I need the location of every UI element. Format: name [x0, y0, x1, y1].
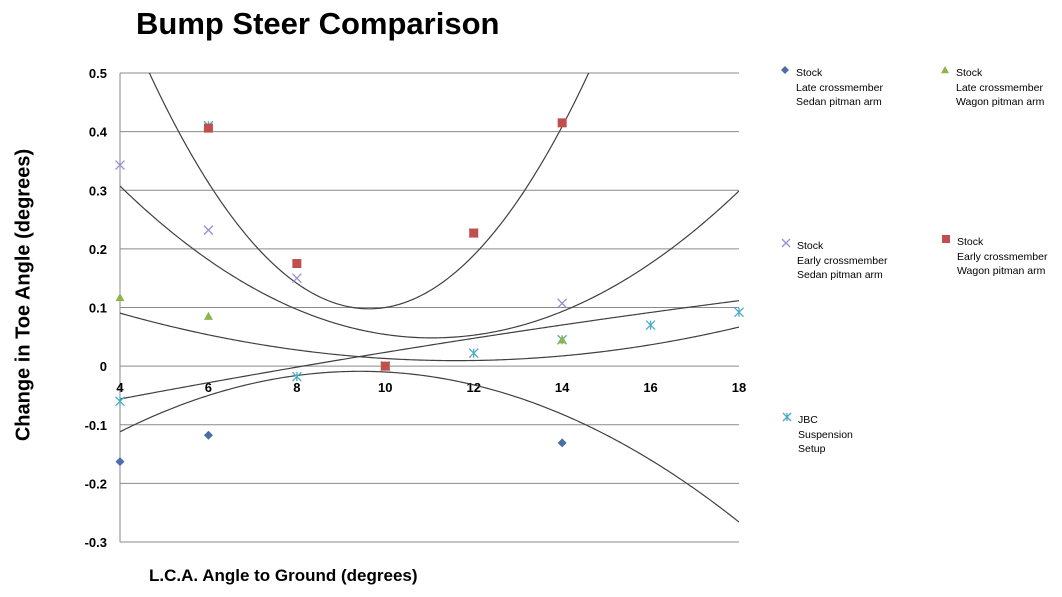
legend-line: Late crossmember	[956, 81, 1043, 94]
legend-line: Late crossmember	[796, 81, 883, 94]
y-tick-label: 0.5	[89, 66, 107, 81]
data-point	[115, 293, 125, 302]
trendline	[120, 185, 739, 339]
legend-entry-late-sedan: Stock Late crossmember Sedan pitman arm	[781, 66, 883, 110]
legend-marker-shape	[942, 235, 950, 243]
legend-line: Sedan pitman arm	[796, 96, 882, 108]
legend-marker-shape	[941, 66, 949, 74]
legend-entry-late-wagon: Stock Late crossmember Wagon pitman arm	[941, 66, 1045, 110]
legend-marker-shape	[782, 412, 792, 422]
data-point	[115, 457, 125, 467]
data-point	[557, 438, 567, 448]
data-point	[380, 361, 390, 371]
x-tick-label: 14	[555, 380, 570, 395]
x-tick-label: 6	[205, 380, 212, 395]
legend-line: Wagon pitman arm	[957, 265, 1046, 277]
x-tick-label: 8	[293, 380, 300, 395]
y-tick-label: 0.4	[89, 125, 108, 140]
legend-triangle-marker	[941, 66, 949, 74]
x-tick-label: 18	[732, 380, 746, 395]
chart-title: Bump Steer Comparison	[136, 6, 500, 41]
legend-line: Sedan pitman arm	[797, 269, 883, 281]
legend-line: Early crossmember	[957, 250, 1048, 263]
data-point	[292, 259, 302, 269]
legend-line: Early crossmember	[797, 254, 888, 267]
legend-square-marker	[942, 235, 950, 243]
legend-line: Stock	[797, 240, 824, 252]
y-tick-label: 0.2	[89, 242, 107, 257]
legend-line: Stock	[956, 67, 983, 79]
data-point	[203, 311, 213, 320]
y-tick-label: -0.1	[85, 418, 107, 433]
data-point	[291, 371, 302, 382]
legend-entry-jbc: JBC Suspension Setup	[782, 412, 853, 457]
y-tick-label: -0.3	[85, 535, 107, 550]
data-point	[734, 307, 744, 318]
legend-line: Wagon pitman arm	[956, 96, 1045, 108]
legend-line: JBC	[798, 414, 818, 426]
y-tick-label: -0.2	[85, 476, 107, 491]
legend-line: Stock	[796, 67, 823, 79]
legend-line: Setup	[798, 443, 826, 455]
legend-entry-early-sedan: Stock Early crossmember Sedan pitman arm	[781, 238, 888, 283]
x-tick-label: 12	[466, 380, 480, 395]
legend-line: Stock	[957, 236, 984, 248]
legend-diamond-marker	[781, 66, 789, 74]
trendline	[120, 300, 739, 400]
legend-star-marker	[782, 412, 792, 422]
y-tick-label: 0.1	[89, 301, 107, 316]
data-point	[291, 273, 302, 284]
legend-x-marker	[781, 238, 791, 248]
trendline	[120, 370, 739, 523]
legend-entry-early-wagon: Stock Early crossmember Wagon pitman arm	[942, 235, 1048, 279]
data-point	[468, 348, 479, 359]
legend-line: Suspension	[798, 428, 853, 441]
data-point	[203, 225, 214, 236]
x-tick-label: 4	[116, 380, 124, 395]
data-point	[557, 335, 567, 344]
legend-marker-shape	[781, 238, 791, 248]
data-point	[203, 430, 213, 440]
x-tick-label: 16	[643, 380, 657, 395]
y-tick-label: 0	[100, 359, 107, 374]
data-point	[557, 298, 568, 309]
x-tick-label: 10	[378, 380, 392, 395]
data-point	[557, 118, 567, 128]
data-point	[469, 228, 479, 238]
legend-marker-shape	[781, 66, 789, 74]
data-point	[645, 320, 656, 331]
data-point	[115, 160, 125, 171]
trendline	[120, 312, 739, 362]
data-point	[203, 123, 213, 133]
x-axis-label: L.C.A. Angle to Ground (degrees)	[149, 566, 418, 585]
trendline	[148, 73, 590, 310]
data-point	[115, 396, 125, 407]
y-tick-label: 0.3	[89, 183, 107, 198]
